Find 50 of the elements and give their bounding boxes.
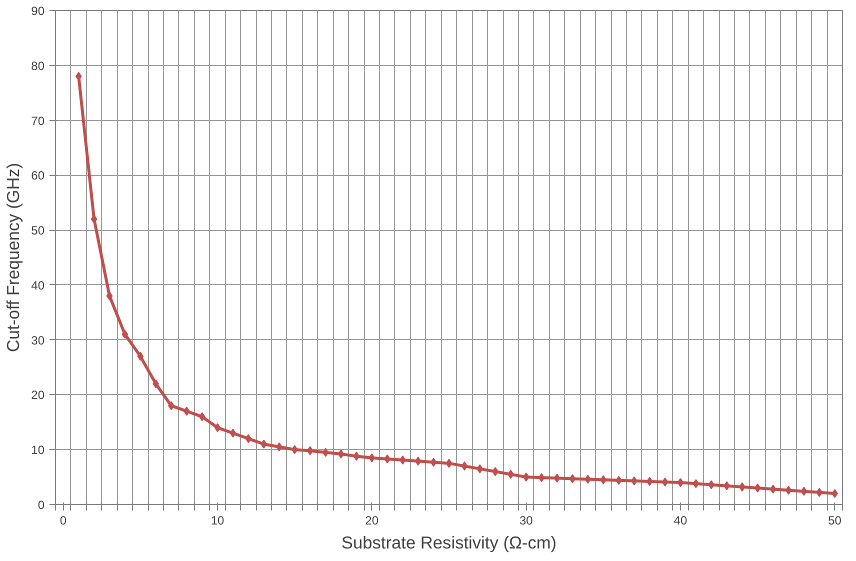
x-tick-label: 50 xyxy=(828,514,842,528)
point xyxy=(677,478,684,488)
y-tick-label: 20 xyxy=(31,388,45,402)
x-tick-label: 40 xyxy=(674,514,688,528)
point xyxy=(816,488,823,497)
point xyxy=(306,446,314,456)
point xyxy=(800,486,808,496)
point xyxy=(353,452,360,461)
x-tick-label: 10 xyxy=(210,514,225,528)
point xyxy=(338,450,344,458)
point xyxy=(245,434,252,444)
y-tick-label: 40 xyxy=(31,278,45,292)
point xyxy=(368,453,376,462)
point xyxy=(137,352,144,361)
point xyxy=(538,473,545,482)
x-tick-label: 0 xyxy=(60,514,67,528)
point xyxy=(754,484,761,493)
x-axis-title: Substrate Resistivity (Ω-cm) xyxy=(341,532,557,552)
point xyxy=(554,474,560,483)
point xyxy=(569,474,576,484)
point xyxy=(785,486,792,495)
x-tick-label: 30 xyxy=(519,514,534,528)
y-tick-label: 0 xyxy=(38,498,45,512)
y-tick-label: 50 xyxy=(31,224,45,238)
y-tick-label: 60 xyxy=(31,168,45,183)
point xyxy=(646,476,653,486)
point xyxy=(106,291,113,300)
point xyxy=(461,462,468,471)
point xyxy=(214,423,221,432)
point xyxy=(770,484,776,494)
point xyxy=(662,477,668,486)
y-tick-label: 80 xyxy=(31,58,45,73)
point xyxy=(476,464,484,474)
point xyxy=(446,458,452,468)
point xyxy=(122,330,128,339)
point xyxy=(322,448,329,457)
x-tick-label: 20 xyxy=(365,514,379,528)
point xyxy=(522,472,530,482)
y-tick-label: 90 xyxy=(31,4,45,18)
point xyxy=(90,214,98,224)
point xyxy=(414,456,422,466)
point xyxy=(584,474,592,484)
point xyxy=(198,412,206,422)
y-tick-label: 10 xyxy=(31,443,45,458)
y-axis-title: Cut-off Frequency (GHz) xyxy=(3,162,24,352)
point xyxy=(230,428,236,438)
y-tick-label: 30 xyxy=(31,333,45,348)
point xyxy=(430,458,437,467)
point xyxy=(692,479,700,488)
y-tick-label: 70 xyxy=(31,114,45,128)
